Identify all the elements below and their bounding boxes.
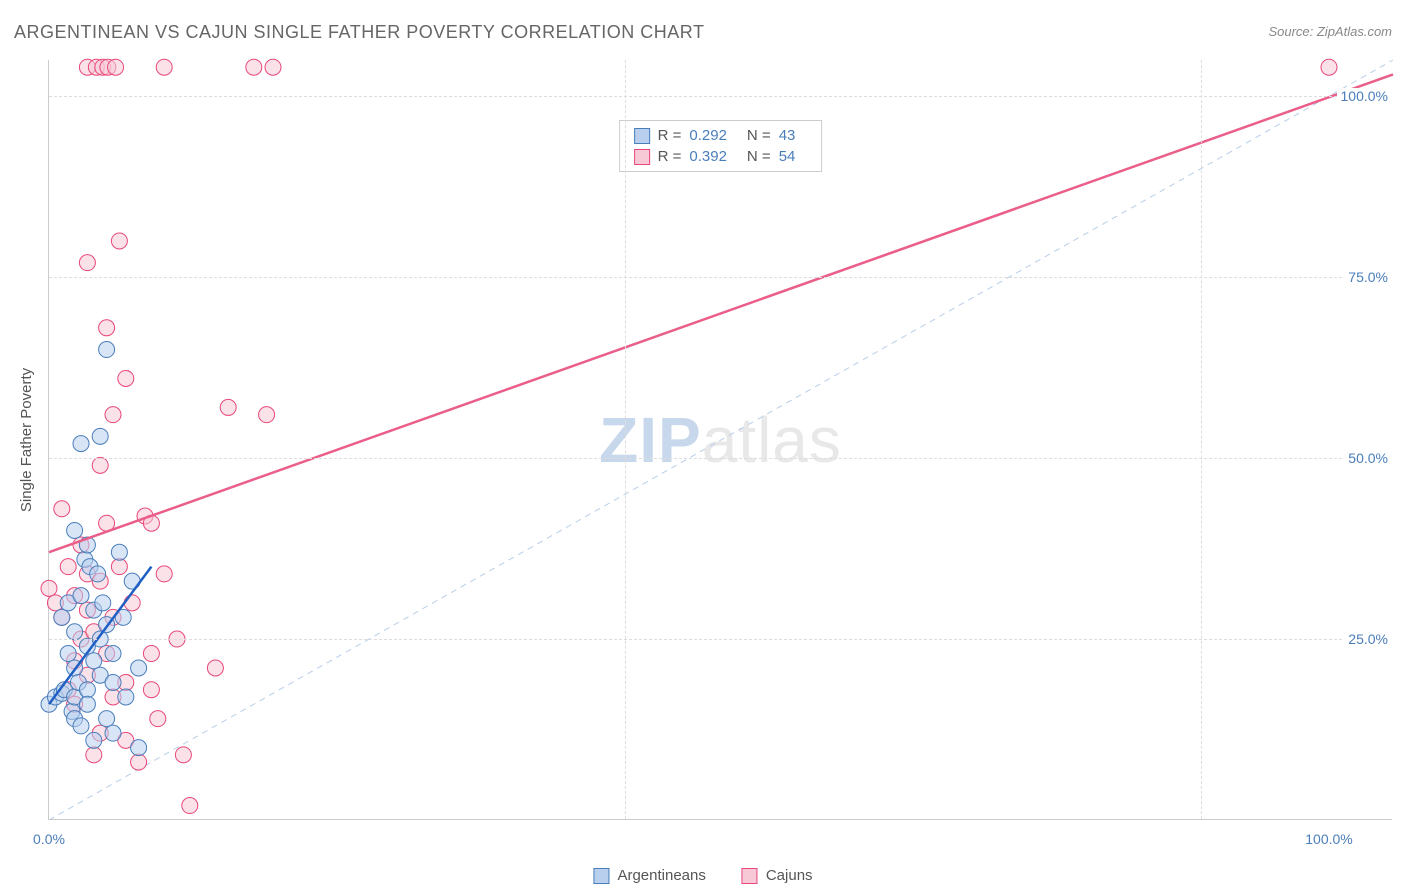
y-tick-label: 100.0%: [1337, 88, 1392, 104]
swatch-argentineans: [634, 128, 650, 144]
r-value-cajuns: 0.392: [689, 148, 727, 165]
legend-item-argentineans[interactable]: Argentineans: [593, 867, 705, 884]
r-value-argentineans: 0.292: [689, 127, 727, 144]
r-label: R =: [658, 127, 682, 144]
y-tick-label: 50.0%: [1344, 450, 1392, 466]
x-tick-label: 100.0%: [1305, 831, 1352, 847]
gridline-v: [1201, 60, 1202, 819]
legend: Argentineans Cajuns: [593, 867, 812, 884]
chart-container: ARGENTINEAN VS CAJUN SINGLE FATHER POVER…: [0, 0, 1406, 892]
swatch-cajuns: [634, 149, 650, 165]
plot-area: ZIPatlas R = 0.292 N = 43 R = 0.392 N = …: [48, 60, 1392, 820]
stats-box: R = 0.292 N = 43 R = 0.392 N = 54: [619, 120, 823, 172]
swatch-argentineans: [593, 868, 609, 884]
gridline-h: [49, 458, 1392, 459]
legend-label-argentineans: Argentineans: [617, 867, 705, 884]
legend-label-cajuns: Cajuns: [766, 867, 813, 884]
r-label: R =: [658, 148, 682, 165]
stats-row-cajuns: R = 0.392 N = 54: [634, 146, 808, 167]
source-label: Source: ZipAtlas.com: [1268, 24, 1392, 39]
gridline-h: [49, 96, 1392, 97]
swatch-cajuns: [742, 868, 758, 884]
n-value-argentineans: 43: [779, 127, 796, 144]
y-tick-label: 25.0%: [1344, 631, 1392, 647]
n-label: N =: [747, 127, 771, 144]
gridline-v: [625, 60, 626, 819]
x-tick-label: 0.0%: [33, 831, 65, 847]
stats-row-argentineans: R = 0.292 N = 43: [634, 125, 808, 146]
legend-item-cajuns[interactable]: Cajuns: [742, 867, 813, 884]
y-tick-label: 75.0%: [1344, 269, 1392, 285]
n-value-cajuns: 54: [779, 148, 796, 165]
plot-svg: [49, 60, 1392, 819]
y-axis-label: Single Father Poverty: [18, 368, 35, 512]
n-label: N =: [747, 148, 771, 165]
chart-title: ARGENTINEAN VS CAJUN SINGLE FATHER POVER…: [14, 22, 704, 43]
gridline-h: [49, 277, 1392, 278]
gridline-h: [49, 639, 1392, 640]
